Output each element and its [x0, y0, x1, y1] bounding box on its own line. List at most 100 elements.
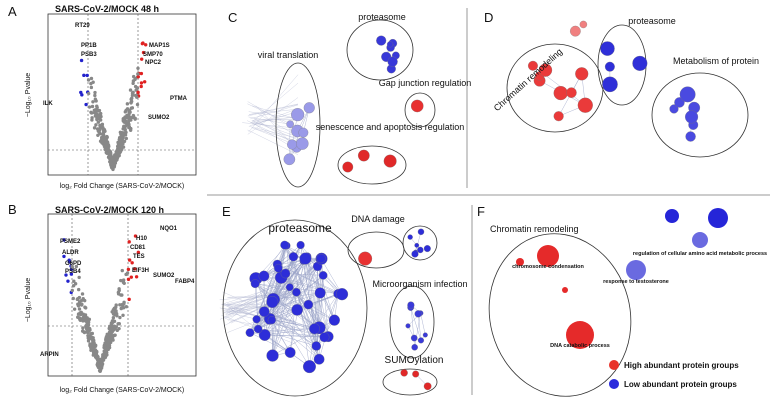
point [140, 41, 145, 46]
edge [308, 304, 329, 337]
point [111, 316, 116, 320]
point [92, 347, 96, 351]
node [423, 382, 432, 391]
point [108, 330, 112, 335]
point [85, 316, 89, 320]
point [118, 303, 122, 307]
point [106, 340, 111, 344]
point [121, 313, 125, 317]
point [85, 73, 89, 78]
point [98, 118, 103, 122]
node [410, 334, 418, 342]
point [70, 288, 74, 293]
edge [227, 288, 296, 306]
node [328, 314, 340, 326]
point [69, 272, 74, 276]
point [125, 122, 130, 126]
point [77, 275, 81, 280]
point [117, 322, 121, 326]
point [96, 129, 101, 133]
gene-label: FABP4 [175, 279, 195, 285]
edge [248, 103, 299, 115]
point [102, 349, 106, 353]
point [139, 81, 144, 85]
edge [314, 266, 318, 329]
point [95, 116, 99, 121]
node [358, 251, 373, 266]
point [67, 260, 72, 264]
edge [254, 283, 320, 360]
node [342, 161, 354, 173]
point [139, 71, 144, 76]
node [250, 279, 260, 289]
point [124, 130, 128, 135]
point [122, 281, 126, 286]
point [133, 84, 138, 89]
node [575, 67, 589, 81]
gene-label: H10 [136, 236, 148, 242]
edge [248, 111, 299, 120]
edge [264, 334, 325, 338]
point [89, 76, 94, 81]
edge [247, 104, 299, 117]
node [298, 127, 309, 138]
point [102, 343, 107, 348]
point [134, 275, 139, 279]
cluster-ring [346, 19, 414, 81]
decoration [47, 13, 749, 397]
point [113, 161, 117, 165]
cluster-ring [275, 62, 321, 188]
point [119, 149, 123, 153]
point [133, 93, 138, 98]
point [82, 73, 86, 78]
node [303, 102, 315, 114]
point [100, 132, 105, 136]
node [266, 349, 279, 362]
point [129, 126, 133, 131]
point [112, 154, 117, 159]
node [602, 76, 618, 93]
point [83, 306, 88, 310]
edge [289, 256, 294, 288]
point [93, 97, 98, 101]
node [414, 242, 420, 248]
x-label: log₂ Fold Change (SARS-CoV-2/MOCK) [60, 183, 185, 190]
node [600, 41, 615, 56]
point [129, 106, 134, 110]
gene-label: SUMO2 [148, 115, 170, 121]
legend-label: Low abundant protein groups [624, 380, 737, 389]
point [121, 306, 126, 310]
edge [249, 111, 299, 126]
edge [263, 244, 285, 277]
point [95, 362, 100, 367]
point [84, 319, 88, 323]
node [280, 268, 291, 279]
edge [248, 74, 299, 133]
gene-label: PSB4 [65, 269, 81, 275]
node [267, 316, 276, 325]
panel-letter: A [8, 4, 17, 19]
point [133, 267, 137, 271]
legend-label: High abundant protein groups [624, 361, 739, 370]
node [407, 301, 415, 309]
edge [289, 292, 297, 353]
edge [318, 293, 339, 360]
point [87, 326, 92, 331]
node [335, 288, 349, 301]
point [144, 43, 148, 47]
point [117, 326, 121, 331]
point [74, 264, 79, 269]
point [86, 91, 91, 96]
node [407, 234, 413, 240]
point [120, 268, 124, 273]
point [140, 57, 144, 61]
edge [258, 287, 290, 330]
point [106, 344, 110, 348]
point [92, 108, 97, 112]
cluster-ring [488, 233, 632, 397]
point [133, 234, 138, 238]
point [101, 140, 105, 145]
cluster-label: senescence and apoptosis regulation [316, 122, 465, 132]
edge [249, 258, 322, 333]
